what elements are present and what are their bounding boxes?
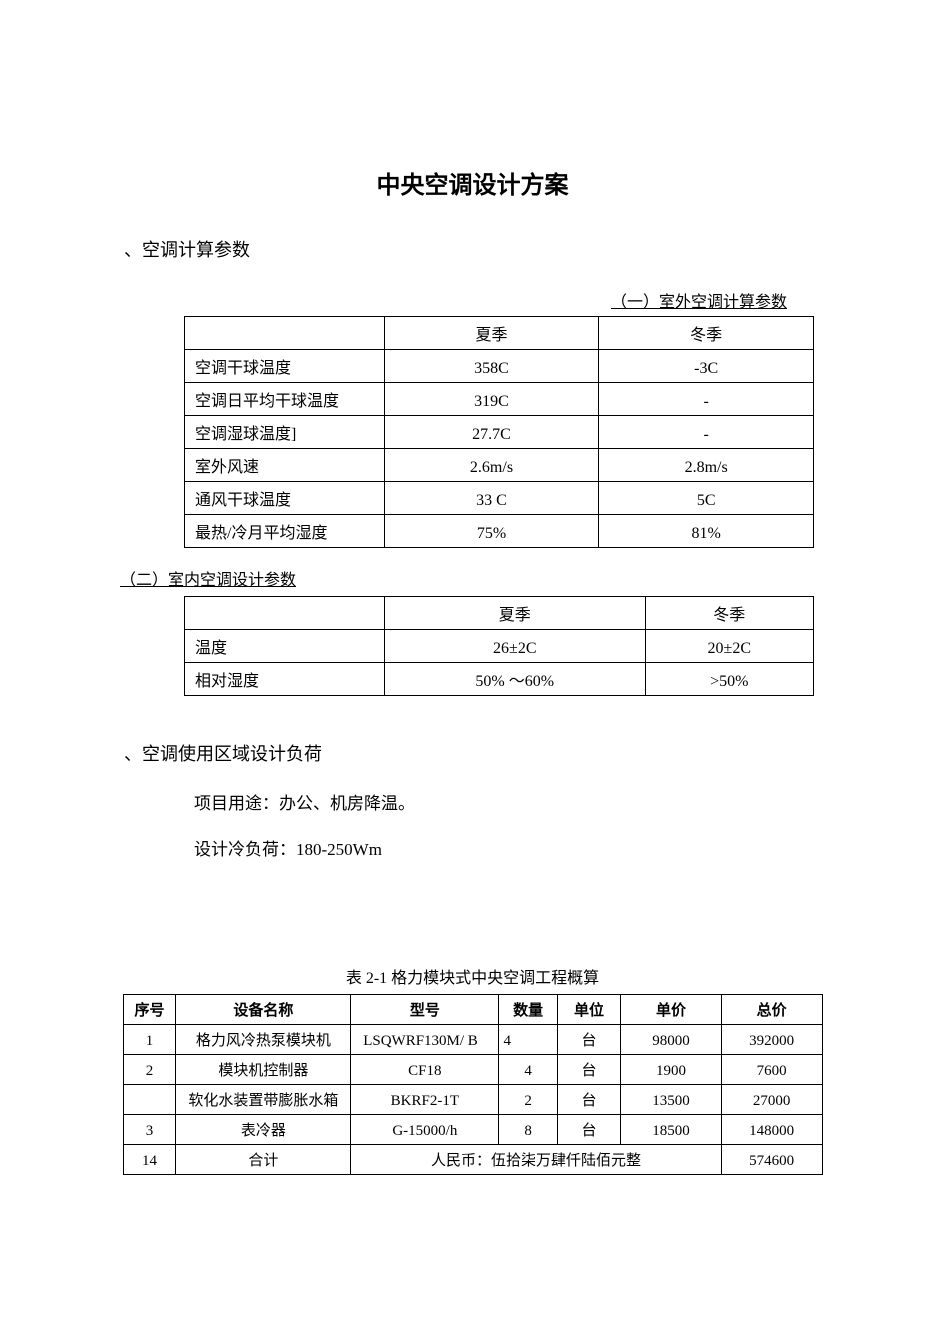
table-row: 温度 26±2C 20±2C bbox=[185, 630, 814, 663]
col-unit: 单位 bbox=[557, 994, 621, 1024]
cell-unit: 台 bbox=[557, 1114, 621, 1144]
cell-price: 13500 bbox=[621, 1084, 722, 1114]
cell-value: 50% 〜60% bbox=[385, 663, 646, 696]
sub1-title: （一）室外空调计算参数 bbox=[120, 288, 825, 312]
cell-seq: 2 bbox=[123, 1054, 176, 1084]
body-text-1: 项目用途：办公、机房降温。 bbox=[194, 792, 825, 816]
cell-qty: 8 bbox=[499, 1114, 557, 1144]
cell-value: 20±2C bbox=[645, 630, 813, 663]
cell-name: 合计 bbox=[176, 1144, 351, 1174]
cell-label: 通风干球温度 bbox=[185, 482, 385, 515]
cell-total: 148000 bbox=[721, 1114, 822, 1144]
cell-header-winter: 冬季 bbox=[599, 317, 814, 350]
cell-seq: 14 bbox=[123, 1144, 176, 1174]
cell-name: 表冷器 bbox=[176, 1114, 351, 1144]
budget-table: 序号 设备名称 型号 数量 单位 单价 总价 1 格力风冷热泵模块机 LSQWR… bbox=[123, 994, 823, 1175]
table3-title: 表 2-1 格力模块式中央空调工程概算 bbox=[120, 964, 825, 988]
cell-label: 相对湿度 bbox=[185, 663, 385, 696]
cell-value: >50% bbox=[645, 663, 813, 696]
outdoor-params-table: 夏季 冬季 空调干球温度 358C -3C 空调日平均干球温度 319C - 空… bbox=[184, 316, 814, 548]
cell-header-summer: 夏季 bbox=[384, 317, 599, 350]
cell-total-text: 人民币：伍拾柒万肆仟陆佰元整 bbox=[351, 1144, 722, 1174]
table-row: 空调干球温度 358C -3C bbox=[185, 350, 814, 383]
cell-unit: 台 bbox=[557, 1084, 621, 1114]
cell-value: 26±2C bbox=[385, 630, 646, 663]
cell-seq: 3 bbox=[123, 1114, 176, 1144]
table-row: 空调湿球温度] 27.7C - bbox=[185, 416, 814, 449]
cell-qty: 4 bbox=[499, 1024, 557, 1054]
cell-blank bbox=[185, 597, 385, 630]
cell-header-summer: 夏季 bbox=[385, 597, 646, 630]
cell-name: 模块机控制器 bbox=[176, 1054, 351, 1084]
cell-price: 98000 bbox=[621, 1024, 722, 1054]
cell-name: 软化水装置带膨胀水箱 bbox=[176, 1084, 351, 1114]
table-row: 夏季 冬季 bbox=[185, 597, 814, 630]
cell-blank bbox=[185, 317, 385, 350]
section1-heading: 、空调计算参数 bbox=[124, 236, 825, 262]
cell-total: 392000 bbox=[721, 1024, 822, 1054]
table-row: 软化水装置带膨胀水箱 BKRF2-1T 2 台 13500 27000 bbox=[123, 1084, 822, 1114]
cell-label: 温度 bbox=[185, 630, 385, 663]
cell-seq bbox=[123, 1084, 176, 1114]
cell-model: LSQWRF130M/ B bbox=[351, 1024, 499, 1054]
sub2-title: （二）室内空调设计参数 bbox=[120, 566, 825, 590]
table-row: 通风干球温度 33 C 5C bbox=[185, 482, 814, 515]
cell-model: G-15000/h bbox=[351, 1114, 499, 1144]
body-text-2: 设计冷负荷：180-250Wm bbox=[194, 838, 825, 862]
cell-name: 格力风冷热泵模块机 bbox=[176, 1024, 351, 1054]
col-model: 型号 bbox=[351, 994, 499, 1024]
cell-value: 2.8m/s bbox=[599, 449, 814, 482]
cell-label: 空调湿球温度] bbox=[185, 416, 385, 449]
indoor-params-table: 夏季 冬季 温度 26±2C 20±2C 相对湿度 50% 〜60% >50% bbox=[184, 596, 814, 696]
col-name: 设备名称 bbox=[176, 994, 351, 1024]
cell-value: 75% bbox=[384, 515, 599, 548]
cell-total: 27000 bbox=[721, 1084, 822, 1114]
cell-value: 27.7C bbox=[384, 416, 599, 449]
cell-value: -3C bbox=[599, 350, 814, 383]
cell-value: 2.6m/s bbox=[384, 449, 599, 482]
cell-label: 空调干球温度 bbox=[185, 350, 385, 383]
cell-unit: 台 bbox=[557, 1024, 621, 1054]
cell-unit: 台 bbox=[557, 1054, 621, 1084]
col-qty: 数量 bbox=[499, 994, 557, 1024]
cell-value: 33 C bbox=[384, 482, 599, 515]
table-row: 室外风速 2.6m/s 2.8m/s bbox=[185, 449, 814, 482]
cell-value: - bbox=[599, 416, 814, 449]
cell-label: 空调日平均干球温度 bbox=[185, 383, 385, 416]
col-total: 总价 bbox=[721, 994, 822, 1024]
cell-value: - bbox=[599, 383, 814, 416]
cell-label: 室外风速 bbox=[185, 449, 385, 482]
table-row: 最热/冷月平均湿度 75% 81% bbox=[185, 515, 814, 548]
table-row: 2 模块机控制器 CF18 4 台 1900 7600 bbox=[123, 1054, 822, 1084]
table-row: 3 表冷器 G-15000/h 8 台 18500 148000 bbox=[123, 1114, 822, 1144]
col-seq: 序号 bbox=[123, 994, 176, 1024]
col-price: 单价 bbox=[621, 994, 722, 1024]
table-row: 1 格力风冷热泵模块机 LSQWRF130M/ B 4 台 98000 3920… bbox=[123, 1024, 822, 1054]
cell-qty: 2 bbox=[499, 1084, 557, 1114]
cell-label: 最热/冷月平均湿度 bbox=[185, 515, 385, 548]
main-title: 中央空调设计方案 bbox=[120, 165, 825, 200]
cell-value: 5C bbox=[599, 482, 814, 515]
cell-price: 1900 bbox=[621, 1054, 722, 1084]
cell-model: CF18 bbox=[351, 1054, 499, 1084]
table-row: 14 合计 人民币：伍拾柒万肆仟陆佰元整 574600 bbox=[123, 1144, 822, 1174]
cell-value: 81% bbox=[599, 515, 814, 548]
table-row: 空调日平均干球温度 319C - bbox=[185, 383, 814, 416]
table-row: 序号 设备名称 型号 数量 单位 单价 总价 bbox=[123, 994, 822, 1024]
cell-total: 7600 bbox=[721, 1054, 822, 1084]
cell-price: 18500 bbox=[621, 1114, 722, 1144]
cell-header-winter: 冬季 bbox=[645, 597, 813, 630]
table-row: 相对湿度 50% 〜60% >50% bbox=[185, 663, 814, 696]
table-row: 夏季 冬季 bbox=[185, 317, 814, 350]
cell-value: 319C bbox=[384, 383, 599, 416]
cell-total: 574600 bbox=[721, 1144, 822, 1174]
cell-model: BKRF2-1T bbox=[351, 1084, 499, 1114]
cell-seq: 1 bbox=[123, 1024, 176, 1054]
section2-heading: 、空调使用区域设计负荷 bbox=[124, 740, 825, 766]
cell-value: 358C bbox=[384, 350, 599, 383]
cell-qty: 4 bbox=[499, 1054, 557, 1084]
